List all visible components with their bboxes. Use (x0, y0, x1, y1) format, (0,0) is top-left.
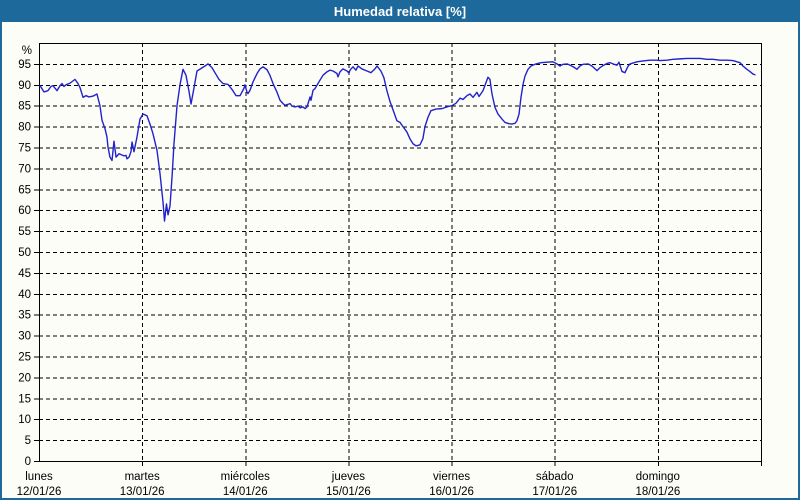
day-date-label: 17/01/26 (532, 486, 577, 498)
day-date-label: 13/01/26 (120, 486, 165, 498)
svg-text:80: 80 (18, 122, 31, 134)
svg-text:50: 50 (18, 247, 31, 259)
day-name-label: martes (125, 471, 160, 483)
day-name-label: domingo (636, 471, 680, 483)
plot-border (39, 43, 762, 462)
y-axis-unit-label: % (22, 45, 32, 57)
x-axis-labels: lunes 12/01/26 martes 13/01/26 miércoles 14/0… (17, 471, 681, 498)
svg-text:60: 60 (18, 205, 31, 217)
svg-text:25: 25 (18, 352, 31, 364)
day-name-label: sábado (536, 471, 574, 483)
chart-title: Humedad relativa [%] (333, 4, 467, 19)
day-date-label: 15/01/26 (326, 486, 371, 498)
svg-text:40: 40 (18, 289, 31, 301)
svg-text:85: 85 (18, 101, 31, 113)
day-date-label: 12/01/26 (17, 486, 62, 498)
day-name-label: viernes (433, 471, 470, 483)
day-name-label: miércoles (221, 471, 270, 483)
svg-text:0: 0 (25, 456, 31, 468)
day-name-label: lunes (25, 471, 53, 483)
svg-text:70: 70 (18, 163, 31, 175)
svg-text:30: 30 (18, 331, 31, 343)
svg-text:15: 15 (18, 393, 31, 405)
y-axis-labels: 0 5 10 15 20 25 30 35 40 45 50 55 60 65 70 75 80 85 90 95% (18, 45, 32, 468)
svg-text:55: 55 (18, 226, 31, 238)
svg-text:10: 10 (18, 414, 31, 426)
svg-text:20: 20 (18, 372, 31, 384)
day-name-label: jueves (331, 471, 365, 483)
day-date-label: 14/01/26 (223, 486, 268, 498)
title-bar: Humedad relativa [%] (2, 2, 798, 22)
svg-text:5: 5 (25, 435, 31, 447)
day-date-label: 16/01/26 (429, 486, 474, 498)
svg-text:90: 90 (18, 80, 31, 92)
svg-text:35: 35 (18, 310, 31, 322)
svg-text:95: 95 (18, 59, 31, 71)
day-date-label: 18/01/26 (635, 486, 680, 498)
svg-text:75: 75 (18, 143, 31, 155)
gridlines (39, 43, 761, 461)
svg-text:45: 45 (18, 268, 31, 280)
humidity-line (39, 57, 756, 222)
axis-ticks (34, 63, 762, 466)
svg-text:65: 65 (18, 184, 31, 196)
